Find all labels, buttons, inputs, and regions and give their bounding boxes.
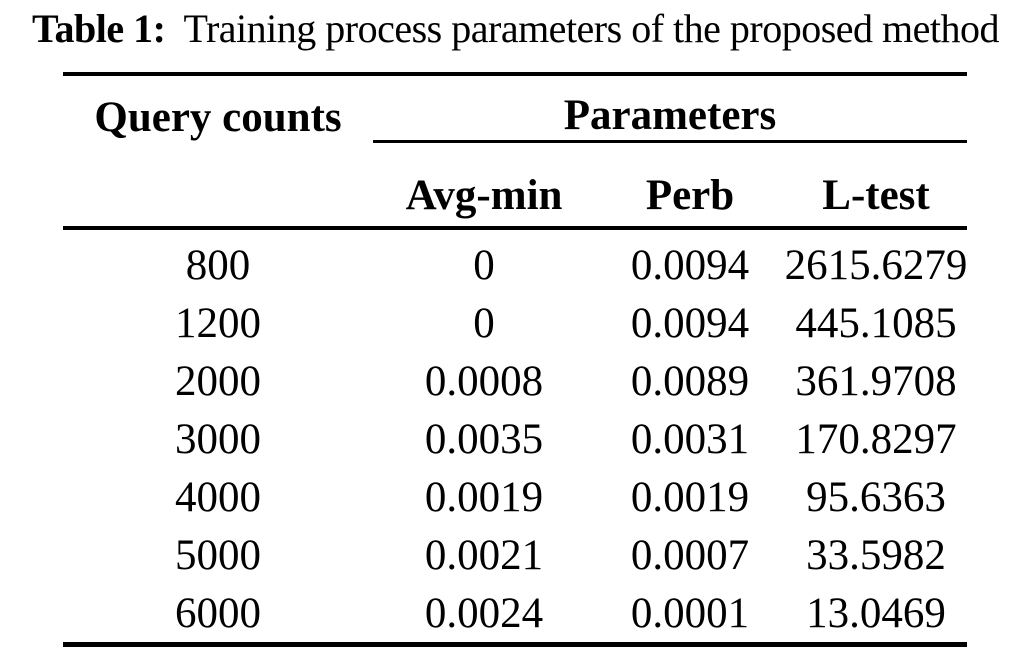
cell-avg-min: 0.0019	[424, 473, 544, 521]
cell-l-test: 445.1085	[795, 299, 957, 347]
cell-query-count: 1200	[175, 299, 261, 347]
cell-perb: 0.0007	[630, 531, 750, 579]
cell-l-test: 361.9708	[795, 357, 957, 405]
cell-avg-min: 0.0035	[424, 415, 544, 463]
cell-perb: 0.0001	[630, 589, 750, 637]
table-row: 6000 0.0024 0.0001 13.0469	[63, 584, 967, 642]
cell-query-count: 6000	[175, 589, 261, 637]
cell-query-count: 4000	[175, 473, 261, 521]
column-header-query-counts: Query counts	[94, 93, 342, 141]
column-group-header-parameters: Parameters	[373, 76, 967, 143]
column-header-avg-min: Avg-min	[405, 171, 563, 219]
table-row: 5000 0.0021 0.0007 33.5982	[63, 526, 967, 584]
table-row: 800 0 0.0094 2615.6279	[63, 236, 968, 294]
cell-perb: 0.0094	[630, 241, 750, 289]
table-row: 1200 0 0.0094 445.1085	[63, 294, 967, 352]
table-row: 3000 0.0035 0.0031 170.8297	[63, 410, 967, 468]
cell-query-count: 800	[185, 241, 251, 289]
cell-avg-min: 0.0021	[424, 531, 544, 579]
cell-perb: 0.0089	[630, 357, 750, 405]
table-subheader-row: Avg-min Perb L-test	[63, 143, 967, 230]
cell-l-test: 95.6363	[806, 473, 946, 521]
cell-query-count: 3000	[175, 415, 261, 463]
table-row: 2000 0.0008 0.0089 361.9708	[63, 352, 967, 410]
cell-avg-min: 0	[473, 299, 495, 347]
caption-text: Training process parameters of the propo…	[183, 6, 999, 51]
column-header-empty	[63, 143, 373, 226]
table-header-row-group: Query counts Parameters	[63, 76, 967, 143]
table-body: 800 0 0.0094 2615.6279 1200 0 0.0094 445…	[63, 230, 967, 647]
parameters-table: Query counts Parameters Avg-min Perb L-t…	[63, 72, 967, 647]
cell-avg-min: 0.0008	[424, 357, 544, 405]
cell-query-count: 5000	[175, 531, 261, 579]
cell-query-count: 2000	[175, 357, 261, 405]
column-header-l-test: L-test	[822, 171, 930, 219]
table-caption: Table 1: Training process parameters of t…	[0, 5, 1031, 52]
caption-label: Table 1:	[32, 6, 166, 51]
cell-l-test: 33.5982	[806, 531, 946, 579]
cell-perb: 0.0031	[630, 415, 750, 463]
cell-avg-min: 0.0024	[424, 589, 544, 637]
table-row: 4000 0.0019 0.0019 95.6363	[63, 468, 967, 526]
cell-avg-min: 0	[473, 241, 495, 289]
cell-l-test: 13.0469	[806, 589, 946, 637]
cell-l-test: 170.8297	[795, 415, 957, 463]
cell-perb: 0.0019	[630, 473, 750, 521]
cell-l-test: 2615.6279	[784, 241, 968, 289]
column-header-perb: Perb	[645, 171, 735, 219]
cell-perb: 0.0094	[630, 299, 750, 347]
